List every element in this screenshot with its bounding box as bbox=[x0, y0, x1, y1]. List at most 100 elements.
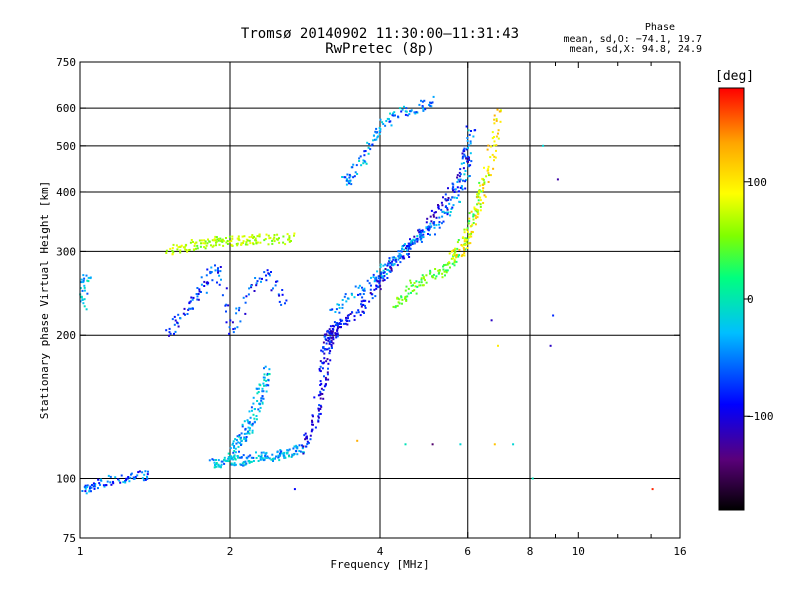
data-point bbox=[432, 95, 435, 98]
data-point bbox=[390, 269, 393, 272]
data-point bbox=[430, 220, 433, 223]
data-point bbox=[430, 105, 433, 108]
data-point bbox=[215, 459, 217, 461]
data-point bbox=[224, 304, 227, 307]
data-point bbox=[383, 274, 386, 277]
data-point bbox=[377, 135, 379, 138]
data-point bbox=[232, 440, 235, 443]
data-point bbox=[487, 165, 490, 168]
data-point bbox=[287, 449, 290, 452]
data-point bbox=[456, 181, 459, 183]
data-point bbox=[299, 450, 302, 453]
data-point bbox=[467, 129, 470, 132]
data-point bbox=[221, 240, 224, 243]
data-point bbox=[456, 186, 459, 189]
data-point bbox=[233, 450, 236, 452]
data-point bbox=[218, 237, 220, 240]
data-point bbox=[415, 292, 418, 295]
data-point bbox=[401, 298, 404, 301]
data-point bbox=[404, 295, 407, 298]
data-point bbox=[265, 379, 268, 382]
data-point bbox=[455, 260, 458, 263]
data-point bbox=[214, 264, 216, 267]
data-point bbox=[398, 253, 401, 256]
data-point bbox=[293, 232, 296, 235]
data-point bbox=[212, 244, 215, 247]
data-point bbox=[240, 444, 242, 446]
data-point bbox=[277, 293, 280, 296]
data-point bbox=[344, 293, 347, 296]
data-point bbox=[311, 414, 314, 417]
data-point bbox=[482, 202, 485, 204]
data-point bbox=[381, 275, 384, 278]
data-point bbox=[420, 230, 423, 233]
data-point bbox=[339, 323, 342, 325]
data-point bbox=[425, 281, 428, 284]
data-point bbox=[269, 236, 272, 239]
data-point bbox=[470, 210, 473, 213]
data-point bbox=[375, 279, 378, 282]
data-point bbox=[192, 248, 195, 251]
data-point bbox=[279, 449, 282, 451]
data-point bbox=[248, 410, 251, 413]
data-point bbox=[424, 108, 427, 111]
data-point bbox=[278, 237, 280, 240]
data-point bbox=[326, 371, 329, 374]
data-point bbox=[109, 481, 112, 484]
data-point bbox=[389, 265, 392, 268]
data-point bbox=[265, 233, 268, 236]
data-point bbox=[232, 458, 235, 461]
data-point bbox=[363, 312, 365, 314]
data-point bbox=[91, 484, 93, 486]
data-point bbox=[198, 290, 201, 293]
data-point bbox=[119, 481, 122, 484]
data-point bbox=[458, 175, 461, 178]
data-point bbox=[262, 451, 265, 454]
data-point bbox=[418, 284, 421, 287]
data-point bbox=[189, 300, 192, 303]
data-point bbox=[204, 240, 207, 243]
data-point bbox=[336, 328, 339, 331]
data-point bbox=[240, 243, 243, 246]
data-point bbox=[463, 173, 466, 176]
data-point bbox=[369, 148, 372, 151]
data-point bbox=[292, 447, 295, 450]
data-point bbox=[251, 429, 254, 432]
data-point bbox=[127, 476, 130, 478]
data-point bbox=[452, 183, 455, 186]
data-point bbox=[329, 350, 332, 352]
data-point bbox=[217, 239, 220, 242]
data-point bbox=[122, 481, 125, 484]
data-point bbox=[264, 238, 267, 240]
data-point bbox=[463, 228, 466, 231]
data-point bbox=[213, 239, 216, 242]
data-point bbox=[196, 298, 199, 301]
data-point bbox=[92, 482, 95, 485]
data-point bbox=[461, 188, 464, 191]
data-point bbox=[279, 454, 282, 457]
data-point bbox=[364, 299, 367, 302]
data-point bbox=[290, 456, 293, 458]
data-point bbox=[393, 263, 396, 266]
data-point bbox=[242, 454, 245, 457]
data-point bbox=[488, 174, 490, 177]
data-point bbox=[125, 477, 128, 480]
data-point bbox=[231, 237, 234, 240]
data-point bbox=[388, 259, 391, 262]
data-point bbox=[210, 266, 213, 269]
data-point bbox=[467, 164, 470, 167]
data-point bbox=[446, 263, 449, 266]
data-point bbox=[396, 296, 399, 299]
data-point bbox=[397, 301, 400, 304]
data-point bbox=[234, 447, 237, 450]
data-point bbox=[459, 201, 461, 203]
data-point bbox=[257, 408, 260, 411]
data-point bbox=[227, 460, 230, 463]
data-point bbox=[442, 265, 444, 268]
data-point bbox=[469, 142, 472, 145]
data-point bbox=[238, 435, 240, 438]
data-point bbox=[279, 452, 281, 455]
colorbar bbox=[718, 87, 745, 511]
data-point bbox=[249, 460, 252, 463]
data-point bbox=[445, 211, 448, 214]
